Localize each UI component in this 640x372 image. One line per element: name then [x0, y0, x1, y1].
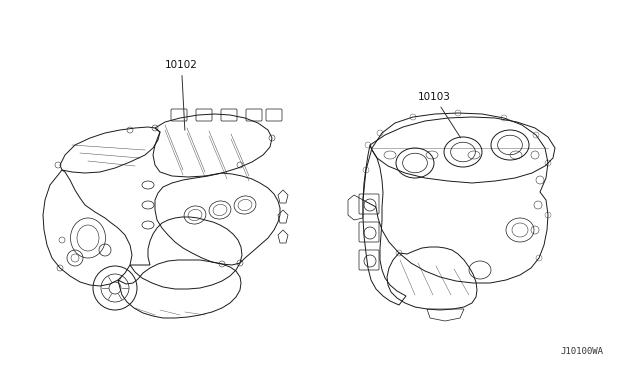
Text: J10100WA: J10100WA: [561, 347, 604, 356]
Text: 10103: 10103: [418, 92, 461, 138]
Text: 10102: 10102: [165, 60, 198, 130]
